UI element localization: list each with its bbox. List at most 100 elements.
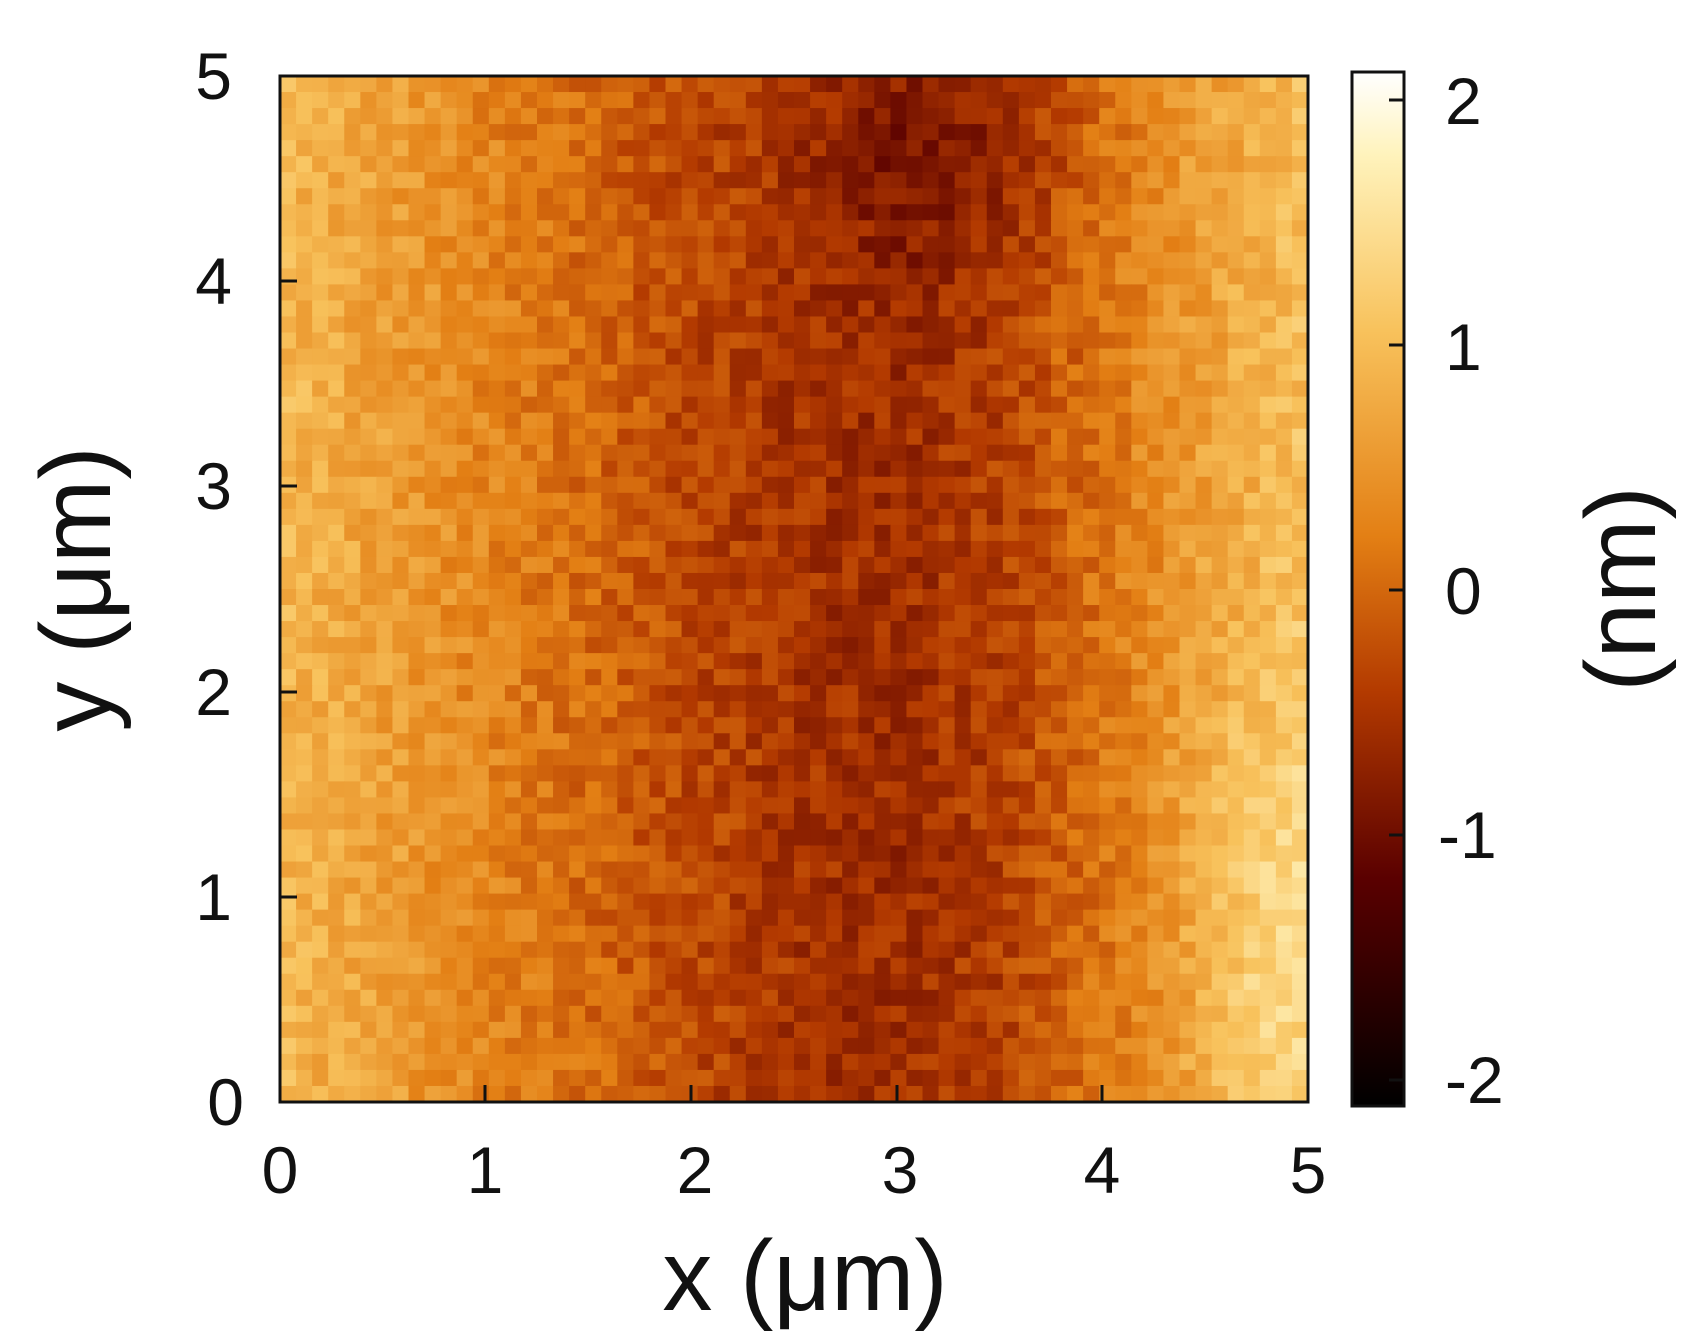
heatmap-cell (392, 300, 410, 318)
heatmap-cell (456, 556, 474, 574)
heatmap-cell (504, 845, 522, 863)
heatmap-cell (1259, 973, 1277, 991)
heatmap-cell (1211, 524, 1229, 542)
heatmap-cell (1002, 572, 1020, 590)
heatmap-cell (312, 861, 329, 879)
heatmap-cell (424, 781, 442, 799)
heatmap-cell (858, 989, 875, 1007)
heatmap-cell (954, 76, 972, 93)
heatmap-cell (569, 893, 586, 911)
heatmap-cell (729, 733, 747, 750)
heatmap-cell (472, 1005, 490, 1023)
heatmap-cell (585, 572, 602, 590)
heatmap-cell (874, 765, 891, 782)
heatmap-cell (537, 444, 554, 462)
heatmap-cell (344, 188, 361, 205)
heatmap-cell (1083, 284, 1100, 302)
heatmap-cell (713, 749, 731, 766)
heatmap-cell (761, 188, 779, 205)
heatmap-cell (1275, 813, 1293, 831)
heatmap-cell (954, 861, 972, 879)
heatmap-cell (1002, 813, 1020, 831)
heatmap-cell (328, 1053, 345, 1071)
heatmap-cell (761, 476, 779, 494)
heatmap-cell (810, 492, 827, 510)
heatmap-cell (1163, 781, 1181, 799)
heatmap-cell (456, 1085, 474, 1103)
heatmap-cell (970, 316, 988, 334)
heatmap-cell (890, 781, 908, 799)
heatmap-cell (794, 572, 811, 590)
heatmap-cell (986, 861, 1004, 879)
heatmap-cell (520, 220, 538, 237)
heatmap-cell (890, 1005, 908, 1023)
heatmap-cell (1051, 893, 1068, 911)
heatmap-cell (504, 252, 522, 269)
heatmap-cell (890, 925, 908, 943)
heatmap-cell (1179, 973, 1197, 991)
heatmap-cell (954, 316, 972, 334)
heatmap-cell (1275, 428, 1293, 446)
heatmap-cell (922, 252, 940, 269)
heatmap-cell (810, 989, 827, 1007)
heatmap-cell (1147, 92, 1165, 109)
heatmap-cell (633, 701, 651, 718)
heatmap-cell (408, 380, 426, 398)
heatmap-cell (408, 941, 426, 959)
heatmap-cell (1051, 637, 1068, 654)
heatmap-cell (1211, 845, 1229, 863)
heatmap-cell (842, 540, 859, 558)
heatmap-cell (408, 1085, 426, 1103)
heatmap-cell (906, 813, 924, 831)
heatmap-cell (761, 957, 779, 975)
heatmap-cell (938, 300, 956, 318)
heatmap-cell (1131, 893, 1148, 911)
heatmap-cell (665, 268, 683, 286)
heatmap-cell (1051, 396, 1068, 414)
heatmap-cell (681, 973, 699, 991)
heatmap-cell (1195, 877, 1213, 895)
heatmap-cell (328, 1005, 345, 1023)
heatmap-cell (633, 973, 651, 991)
heatmap-cell (1195, 348, 1213, 366)
heatmap-cell (970, 268, 988, 286)
heatmap-cell (906, 717, 924, 734)
heatmap-cell (1067, 284, 1084, 302)
heatmap-cell (1034, 204, 1052, 221)
heatmap-cell (472, 92, 490, 109)
heatmap-cell (842, 637, 859, 654)
heatmap-cell (504, 492, 522, 510)
heatmap-cell (697, 1037, 715, 1055)
heatmap-cell (553, 332, 570, 350)
heatmap-cell (569, 508, 586, 526)
heatmap-cell (954, 877, 972, 895)
heatmap-cell (713, 524, 731, 542)
heatmap-cell (1083, 813, 1100, 831)
heatmap-cell (810, 316, 827, 334)
heatmap-cell (1243, 108, 1261, 125)
heatmap-cell (472, 669, 490, 686)
heatmap-cell (745, 893, 763, 911)
heatmap-cell (504, 797, 522, 815)
heatmap-cell (376, 989, 394, 1007)
heatmap-cell (649, 252, 667, 269)
heatmap-cell (810, 396, 827, 414)
heatmap-cell (1099, 444, 1116, 462)
heatmap-cell (537, 108, 554, 125)
heatmap-cell (794, 1021, 811, 1039)
heatmap-cell (761, 845, 779, 863)
heatmap-cell (1099, 332, 1116, 350)
heatmap-cell (617, 348, 634, 366)
heatmap-cell (665, 124, 683, 141)
heatmap-cell (954, 749, 972, 766)
heatmap-cell (1195, 172, 1213, 189)
heatmap-cell (1211, 476, 1229, 494)
colorbar-tick-labels: 2 1 0 -1 -2 (1438, 64, 1504, 1117)
heatmap-cell (1163, 1053, 1181, 1071)
heatmap-cell (729, 605, 747, 622)
heatmap-cell (424, 556, 442, 574)
heatmap-cell (649, 428, 667, 446)
heatmap-cell (424, 1069, 442, 1087)
heatmap-cell (1163, 252, 1181, 269)
heatmap-cell (1002, 204, 1020, 221)
